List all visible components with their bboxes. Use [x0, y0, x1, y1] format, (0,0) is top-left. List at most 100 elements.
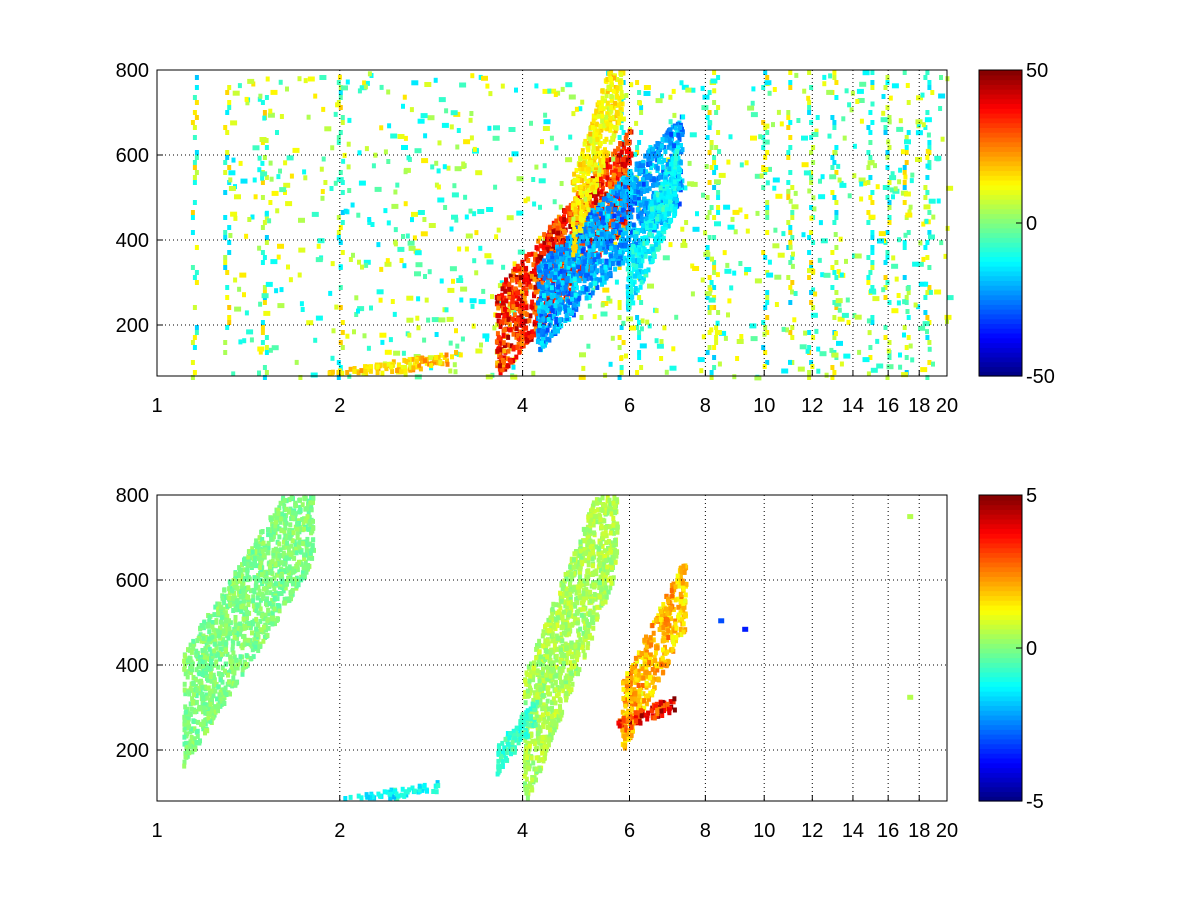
heatmap-cell — [675, 149, 680, 155]
noise-cell — [621, 320, 626, 326]
heatmap-cell — [522, 277, 527, 282]
noise-cell — [434, 332, 439, 337]
noise-cell — [454, 328, 458, 334]
noise-cell — [441, 122, 449, 128]
heatmap-cell — [628, 198, 632, 204]
heatmap-cell — [432, 359, 437, 365]
noise-cell — [608, 298, 613, 304]
noise-cell — [792, 317, 797, 323]
heatmap-cell — [495, 348, 500, 354]
stripe-cell — [923, 185, 928, 190]
heatmap-cell — [352, 366, 357, 371]
stripe-cell — [264, 235, 269, 240]
heatmap-cell — [541, 244, 546, 250]
noise-cell — [451, 192, 459, 198]
heatmap-cell — [596, 139, 601, 145]
noise-cell — [298, 247, 306, 253]
noise-cell — [390, 133, 398, 139]
stripe-cell — [761, 135, 766, 140]
heatmap-cell — [500, 286, 505, 292]
heatmap-cell — [548, 300, 553, 305]
heatmap-cell — [580, 248, 585, 254]
noise-cell — [313, 93, 318, 99]
noise-cell — [868, 214, 876, 220]
heatmap-cell — [582, 141, 587, 147]
noise-cell — [403, 135, 408, 141]
heatmap-cell — [637, 181, 642, 187]
heatmap-cell — [666, 223, 671, 229]
noise-cell — [434, 160, 439, 166]
noise-cell — [587, 303, 592, 309]
heatmap-cell — [676, 185, 681, 191]
stripe-cell — [786, 220, 791, 225]
noise-cell — [828, 73, 833, 79]
stripe-cell — [765, 360, 770, 365]
stripe-cell — [883, 275, 888, 280]
noise-cell — [460, 286, 468, 292]
heatmap-cell — [668, 198, 673, 204]
noise-cell — [257, 96, 262, 102]
noise-cell — [843, 353, 851, 359]
heatmap-cell — [501, 340, 506, 346]
noise-cell — [420, 231, 428, 237]
noise-cell — [378, 297, 383, 303]
noise-cell — [427, 355, 435, 361]
heatmap-cell — [598, 245, 603, 251]
noise-cell — [383, 208, 388, 214]
heatmap-cell — [368, 368, 373, 374]
heatmap-cell — [576, 264, 581, 270]
heatmap-cell — [597, 202, 602, 208]
heatmap-cell — [542, 258, 546, 264]
heatmap-cell — [627, 140, 632, 146]
noise-cell — [761, 167, 769, 172]
heatmap-cell — [601, 163, 606, 169]
noise-cell — [493, 184, 498, 190]
heatmap-cell — [523, 300, 528, 306]
heatmap-cell — [599, 110, 604, 116]
noise-cell — [409, 107, 414, 113]
stripe-cell — [705, 350, 710, 355]
heatmap-cell — [601, 153, 606, 158]
heatmap-cell — [620, 182, 625, 188]
stripe-cell — [639, 110, 644, 115]
heatmap-cell — [622, 145, 627, 151]
heatmap-cell — [619, 149, 624, 155]
noise-cell — [699, 368, 704, 374]
noise-cell — [292, 147, 300, 153]
heatmap-cell — [524, 304, 529, 310]
top-axes-box — [156, 69, 948, 377]
heatmap-cell — [640, 249, 645, 255]
heatmap-cell — [668, 218, 673, 224]
noise-cell — [866, 371, 871, 377]
heatmap-cell — [665, 186, 670, 192]
noise-cell — [684, 220, 689, 225]
heatmap-cell — [672, 186, 677, 191]
heatmap-cell — [638, 160, 643, 166]
noise-cell — [492, 135, 500, 141]
heatmap-cell — [595, 191, 600, 197]
heatmap-cell — [580, 286, 585, 292]
noise-cell — [257, 370, 261, 376]
stripe-cell — [906, 290, 911, 295]
noise-cell — [762, 139, 770, 145]
noise-cell — [801, 162, 809, 168]
noise-cell — [916, 261, 924, 267]
heatmap-cell — [608, 127, 613, 133]
heatmap-cell — [533, 256, 537, 262]
stripe-cell — [885, 230, 890, 235]
noise-cell — [283, 160, 288, 166]
heatmap-cell — [515, 302, 519, 307]
heatmap-cell — [553, 237, 558, 243]
stripe-cell — [707, 330, 712, 335]
heatmap-cell — [575, 178, 580, 184]
colorbar-swatch — [979, 347, 1022, 353]
heatmap-cell — [628, 192, 633, 198]
heatmap-cell — [617, 181, 621, 187]
colorbar-swatch — [979, 141, 1022, 148]
noise-cell — [271, 345, 279, 351]
heatmap-cell — [668, 127, 673, 133]
noise-cell — [801, 135, 808, 141]
noise-cell — [890, 171, 895, 177]
heatmap-cell — [605, 88, 610, 94]
heatmap-cell — [615, 77, 620, 82]
